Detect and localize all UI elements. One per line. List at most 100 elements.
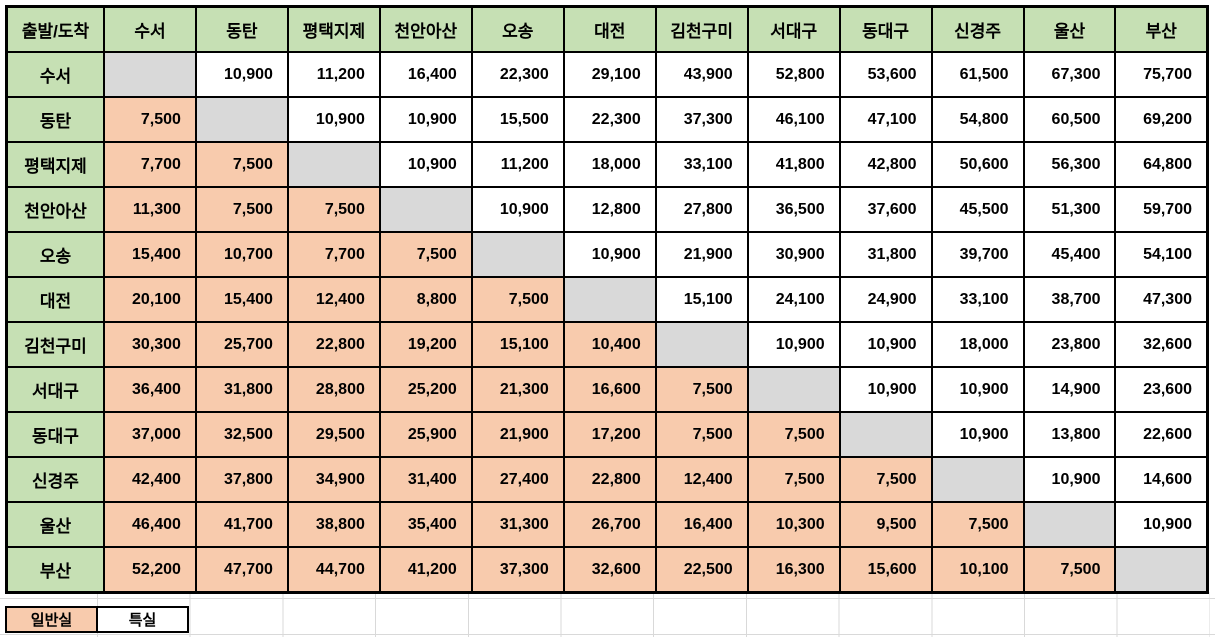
- fare-cell[interactable]: 54,100: [1114, 231, 1209, 278]
- fare-cell[interactable]: 7,700: [103, 141, 197, 188]
- col-header-10[interactable]: 울산: [1022, 5, 1117, 53]
- fare-cell[interactable]: 16,400: [654, 501, 749, 548]
- fare-cell[interactable]: 31,800: [194, 366, 289, 413]
- fare-cell[interactable]: 20,100: [103, 276, 197, 323]
- fare-cell[interactable]: 22,600: [1114, 411, 1209, 458]
- fare-cell[interactable]: 16,400: [378, 51, 473, 98]
- fare-cell[interactable]: 15,100: [654, 276, 749, 323]
- fare-cell[interactable]: 22,300: [470, 51, 565, 98]
- diagonal-cell[interactable]: [286, 141, 381, 188]
- col-header-9[interactable]: 신경주: [930, 5, 1025, 53]
- fare-cell[interactable]: 10,700: [194, 231, 289, 278]
- fare-cell[interactable]: 41,200: [378, 546, 473, 594]
- fare-cell[interactable]: 21,900: [654, 231, 749, 278]
- corner-header[interactable]: 출발/도착: [5, 5, 105, 53]
- legend-general-class-cell[interactable]: 일반실: [5, 606, 98, 633]
- fare-cell[interactable]: 59,700: [1114, 186, 1209, 233]
- fare-cell[interactable]: 33,100: [654, 141, 749, 188]
- diagonal-cell[interactable]: [1114, 546, 1209, 594]
- fare-cell[interactable]: 10,900: [746, 321, 841, 368]
- fare-cell[interactable]: 32,500: [194, 411, 289, 458]
- fare-cell[interactable]: 25,200: [378, 366, 473, 413]
- diagonal-cell[interactable]: [470, 231, 565, 278]
- fare-cell[interactable]: 10,900: [930, 366, 1025, 413]
- fare-cell[interactable]: 37,000: [103, 411, 197, 458]
- fare-cell[interactable]: 7,700: [286, 231, 381, 278]
- fare-cell[interactable]: 12,800: [562, 186, 657, 233]
- fare-cell[interactable]: 50,600: [930, 141, 1025, 188]
- fare-cell[interactable]: 10,900: [838, 321, 933, 368]
- fare-cell[interactable]: 31,300: [470, 501, 565, 548]
- fare-cell[interactable]: 39,700: [930, 231, 1025, 278]
- diagonal-cell[interactable]: [930, 456, 1025, 503]
- fare-cell[interactable]: 25,900: [378, 411, 473, 458]
- fare-cell[interactable]: 11,200: [470, 141, 565, 188]
- fare-cell[interactable]: 64,800: [1114, 141, 1209, 188]
- fare-cell[interactable]: 15,100: [470, 321, 565, 368]
- fare-cell[interactable]: 10,900: [378, 96, 473, 143]
- fare-cell[interactable]: 7,500: [930, 501, 1025, 548]
- fare-cell[interactable]: 22,800: [286, 321, 381, 368]
- fare-cell[interactable]: 7,500: [654, 411, 749, 458]
- fare-cell[interactable]: 61,500: [930, 51, 1025, 98]
- fare-cell[interactable]: 69,200: [1114, 96, 1209, 143]
- fare-cell[interactable]: 28,800: [286, 366, 381, 413]
- fare-cell[interactable]: 47,100: [838, 96, 933, 143]
- fare-cell[interactable]: 16,300: [746, 546, 841, 594]
- fare-cell[interactable]: 24,900: [838, 276, 933, 323]
- row-header-11[interactable]: 부산: [5, 546, 105, 594]
- diagonal-cell[interactable]: [103, 51, 197, 98]
- fare-cell[interactable]: 7,500: [746, 456, 841, 503]
- fare-cell[interactable]: 21,900: [470, 411, 565, 458]
- diagonal-cell[interactable]: [194, 96, 289, 143]
- fare-cell[interactable]: 43,900: [654, 51, 749, 98]
- fare-cell[interactable]: 15,600: [838, 546, 933, 594]
- diagonal-cell[interactable]: [838, 411, 933, 458]
- fare-cell[interactable]: 37,600: [838, 186, 933, 233]
- fare-cell[interactable]: 12,400: [286, 276, 381, 323]
- fare-cell[interactable]: 31,800: [838, 231, 933, 278]
- diagonal-cell[interactable]: [746, 366, 841, 413]
- row-header-4[interactable]: 오송: [5, 231, 105, 278]
- row-header-6[interactable]: 김천구미: [5, 321, 105, 368]
- fare-cell[interactable]: 22,300: [562, 96, 657, 143]
- fare-cell[interactable]: 10,900: [286, 96, 381, 143]
- diagonal-cell[interactable]: [1022, 501, 1117, 548]
- fare-cell[interactable]: 11,300: [103, 186, 197, 233]
- fare-cell[interactable]: 10,900: [562, 231, 657, 278]
- fare-cell[interactable]: 45,400: [1022, 231, 1117, 278]
- fare-cell[interactable]: 14,900: [1022, 366, 1117, 413]
- row-header-9[interactable]: 신경주: [5, 456, 105, 503]
- fare-cell[interactable]: 7,500: [194, 186, 289, 233]
- fare-cell[interactable]: 18,000: [930, 321, 1025, 368]
- fare-cell[interactable]: 31,400: [378, 456, 473, 503]
- col-header-2[interactable]: 평택지제: [286, 5, 381, 53]
- diagonal-cell[interactable]: [654, 321, 749, 368]
- fare-cell[interactable]: 47,300: [1114, 276, 1209, 323]
- fare-cell[interactable]: 42,400: [103, 456, 197, 503]
- fare-cell[interactable]: 27,800: [654, 186, 749, 233]
- fare-cell[interactable]: 7,500: [470, 276, 565, 323]
- col-header-4[interactable]: 오송: [470, 5, 565, 53]
- fare-cell[interactable]: 37,300: [470, 546, 565, 594]
- fare-cell[interactable]: 23,600: [1114, 366, 1209, 413]
- fare-cell[interactable]: 7,500: [194, 141, 289, 188]
- fare-cell[interactable]: 21,300: [470, 366, 565, 413]
- fare-cell[interactable]: 26,700: [562, 501, 657, 548]
- fare-cell[interactable]: 38,700: [1022, 276, 1117, 323]
- fare-cell[interactable]: 32,600: [562, 546, 657, 594]
- diagonal-cell[interactable]: [378, 186, 473, 233]
- fare-cell[interactable]: 36,400: [103, 366, 197, 413]
- fare-cell[interactable]: 8,800: [378, 276, 473, 323]
- fare-cell[interactable]: 11,200: [286, 51, 381, 98]
- fare-cell[interactable]: 9,500: [838, 501, 933, 548]
- col-header-7[interactable]: 서대구: [746, 5, 841, 53]
- fare-cell[interactable]: 60,500: [1022, 96, 1117, 143]
- fare-cell[interactable]: 10,900: [1114, 501, 1209, 548]
- fare-cell[interactable]: 10,900: [1022, 456, 1117, 503]
- fare-cell[interactable]: 10,900: [378, 141, 473, 188]
- fare-cell[interactable]: 30,900: [746, 231, 841, 278]
- fare-cell[interactable]: 38,800: [286, 501, 381, 548]
- fare-cell[interactable]: 52,800: [746, 51, 841, 98]
- fare-cell[interactable]: 15,400: [103, 231, 197, 278]
